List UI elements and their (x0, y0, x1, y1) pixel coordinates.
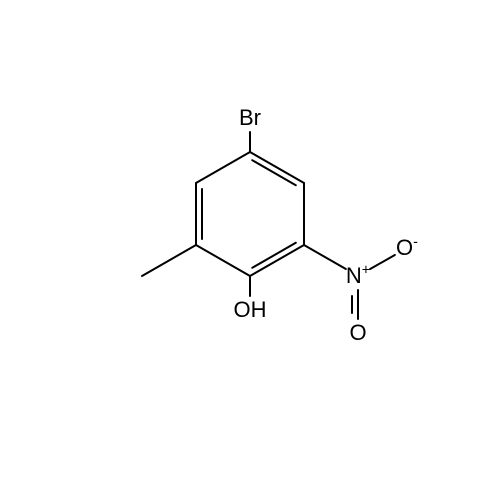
hydroxyl-label: OH (234, 299, 267, 321)
bromine-label: Br (239, 107, 261, 129)
molecule-canvas: Br OH N+ O- O (0, 0, 500, 500)
oxygen-double-label: O (349, 322, 366, 344)
bond-layer (0, 0, 500, 500)
oxygen-minus-label: O- (396, 237, 418, 259)
nitrogen-label: N+ (346, 265, 370, 287)
